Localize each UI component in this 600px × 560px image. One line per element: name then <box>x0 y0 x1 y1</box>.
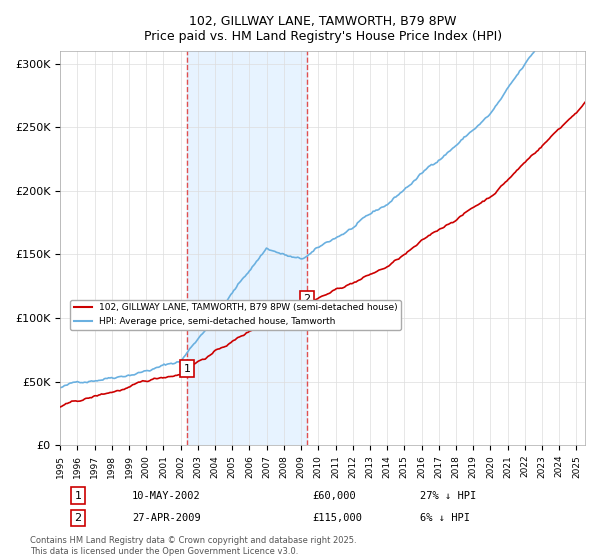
Legend: 102, GILLWAY LANE, TAMWORTH, B79 8PW (semi-detached house), HPI: Average price, : 102, GILLWAY LANE, TAMWORTH, B79 8PW (se… <box>70 300 401 330</box>
Text: 27% ↓ HPI: 27% ↓ HPI <box>420 491 476 501</box>
Text: 2: 2 <box>303 294 310 304</box>
Text: 2: 2 <box>74 513 82 523</box>
Text: 27-APR-2009: 27-APR-2009 <box>132 513 201 523</box>
Text: 6% ↓ HPI: 6% ↓ HPI <box>420 513 470 523</box>
Text: 1: 1 <box>74 491 82 501</box>
Title: 102, GILLWAY LANE, TAMWORTH, B79 8PW
Price paid vs. HM Land Registry's House Pri: 102, GILLWAY LANE, TAMWORTH, B79 8PW Pri… <box>143 15 502 43</box>
Text: 1: 1 <box>184 364 190 374</box>
Text: £115,000: £115,000 <box>312 513 362 523</box>
Text: Contains HM Land Registry data © Crown copyright and database right 2025.
This d: Contains HM Land Registry data © Crown c… <box>30 536 356 556</box>
Text: £60,000: £60,000 <box>312 491 356 501</box>
Text: 10-MAY-2002: 10-MAY-2002 <box>132 491 201 501</box>
Bar <box>187 51 307 445</box>
